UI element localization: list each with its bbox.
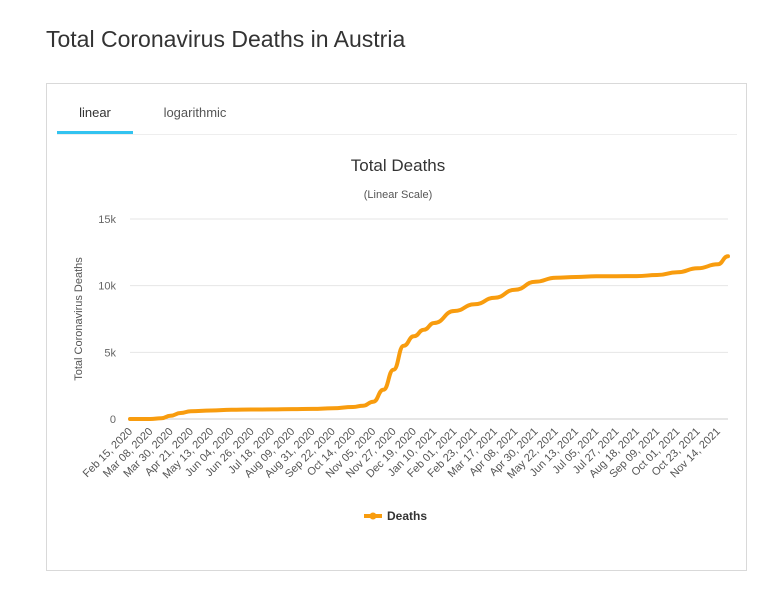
data-point[interactable]: [392, 368, 396, 372]
data-point[interactable]: [554, 276, 558, 280]
chart-card: linear logarithmic: [46, 83, 747, 571]
data-point[interactable]: [381, 388, 385, 392]
y-tick-label: 0: [110, 414, 116, 426]
data-point[interactable]: [594, 274, 598, 278]
data-point[interactable]: [432, 321, 436, 325]
y-axis-label: Total Coronavirus Deaths: [73, 257, 85, 381]
series-layer: [128, 254, 730, 421]
gridlines: [130, 218, 728, 420]
data-point[interactable]: [716, 262, 720, 266]
y-tick-label: 5k: [104, 347, 116, 359]
y-axis-ticks: 0 5k 10k 15k: [98, 214, 116, 426]
chart-title: Total Deaths: [351, 156, 446, 175]
data-point[interactable]: [696, 266, 700, 270]
chart-subtitle: (Linear Scale): [364, 189, 432, 201]
data-point[interactable]: [159, 416, 163, 420]
y-tick-label: 15k: [98, 214, 116, 226]
data-point[interactable]: [290, 407, 294, 411]
data-point[interactable]: [452, 309, 456, 313]
data-point[interactable]: [412, 334, 416, 338]
scale-tabs: linear logarithmic: [57, 94, 737, 135]
data-point[interactable]: [310, 407, 314, 411]
data-point[interactable]: [615, 274, 619, 278]
y-tick-label: 10k: [98, 281, 116, 293]
data-point[interactable]: [513, 288, 517, 292]
legend-marker-icon: [369, 512, 377, 520]
tab-linear[interactable]: linear: [57, 94, 133, 134]
data-point[interactable]: [148, 417, 152, 421]
data-point[interactable]: [209, 409, 213, 413]
data-point[interactable]: [351, 405, 355, 409]
data-point[interactable]: [128, 417, 132, 421]
data-point[interactable]: [229, 408, 233, 412]
data-point[interactable]: [179, 411, 183, 415]
data-point[interactable]: [250, 408, 254, 412]
series-line-deaths[interactable]: [128, 254, 730, 421]
data-point[interactable]: [533, 280, 537, 284]
data-point[interactable]: [473, 302, 477, 306]
data-point[interactable]: [331, 406, 335, 410]
data-point[interactable]: [422, 328, 426, 332]
data-point[interactable]: [574, 275, 578, 279]
data-point[interactable]: [726, 254, 730, 258]
data-point[interactable]: [655, 273, 659, 277]
data-point[interactable]: [635, 274, 639, 278]
data-point[interactable]: [371, 400, 375, 404]
tab-logarithmic[interactable]: logarithmic: [163, 105, 227, 120]
data-point[interactable]: [675, 270, 679, 274]
data-point[interactable]: [402, 344, 406, 348]
legend[interactable]: Deaths: [364, 509, 427, 523]
data-point[interactable]: [361, 404, 365, 408]
data-point[interactable]: [270, 407, 274, 411]
page-title: Total Coronavirus Deaths in Austria: [46, 26, 406, 52]
data-point[interactable]: [189, 409, 193, 413]
data-point[interactable]: [169, 414, 173, 418]
legend-label: Deaths: [387, 509, 427, 523]
data-point[interactable]: [493, 296, 497, 300]
